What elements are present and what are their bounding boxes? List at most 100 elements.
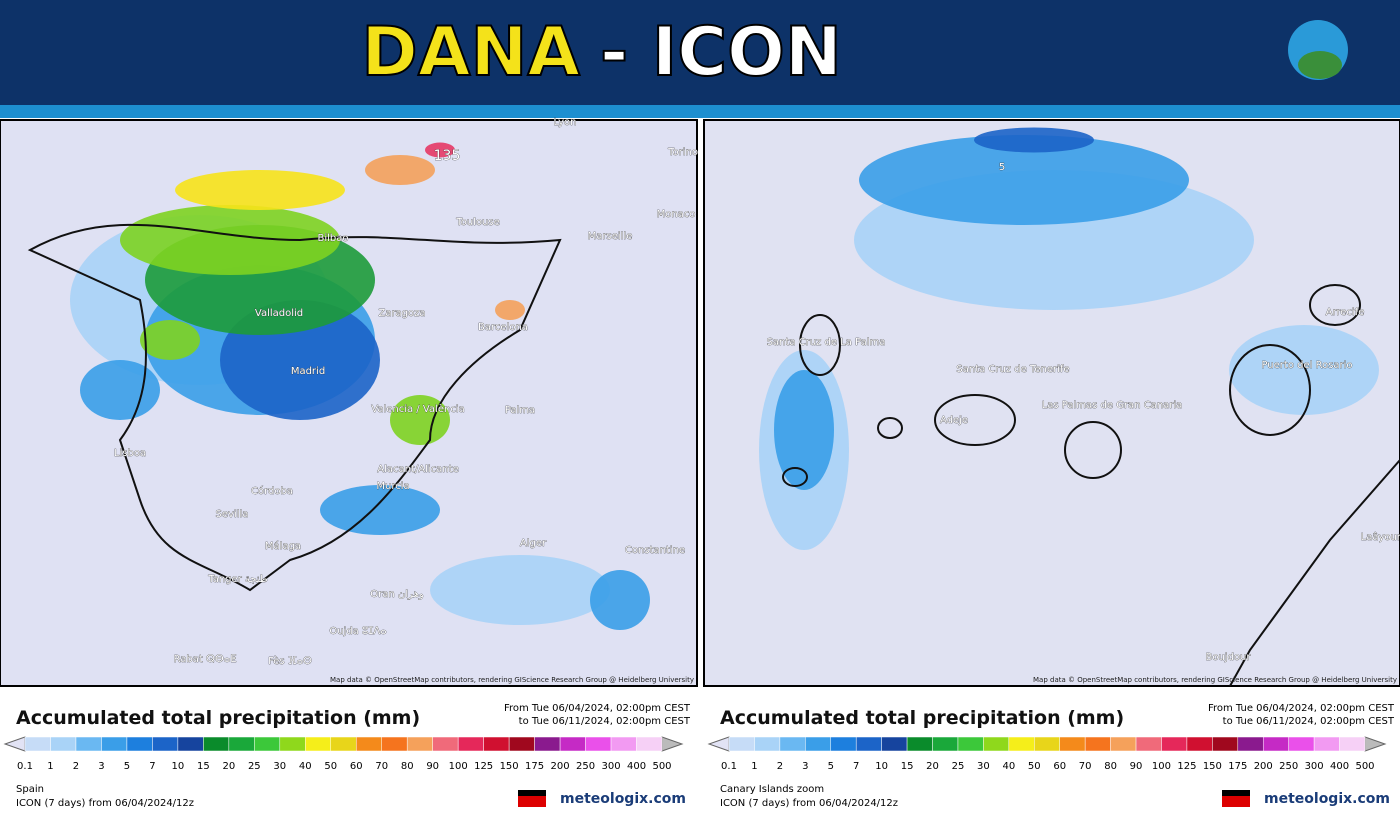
- colorbar-cell: [1313, 736, 1340, 752]
- precip-area: [495, 300, 525, 320]
- colorbar-cell: [585, 736, 612, 752]
- scale-label: 200: [551, 761, 570, 772]
- colorbar-cell: [754, 736, 781, 752]
- colorbar-cell: [1059, 736, 1086, 752]
- colorbar-cell: [457, 736, 484, 752]
- scale-label: 125: [474, 761, 493, 772]
- scale-label: 80: [1104, 761, 1117, 772]
- city-label: Sevilla: [216, 509, 249, 520]
- colorbar-cell: [254, 736, 281, 752]
- island-outline: [799, 314, 841, 376]
- scale-label: 15: [197, 761, 210, 772]
- city-label: Córdoba: [251, 485, 293, 497]
- colorbar-cell: [855, 736, 882, 752]
- scale-label: 100: [449, 761, 468, 772]
- scale-label: 200: [1254, 761, 1273, 772]
- colorbar-cell: [830, 736, 857, 752]
- map-panel: [703, 119, 1400, 687]
- scale-label: 40: [1002, 761, 1015, 772]
- scale-label: 90: [426, 761, 439, 772]
- scale-label: 2: [73, 761, 79, 772]
- scale-label: 400: [627, 761, 646, 772]
- city-label: 135: [434, 148, 461, 164]
- city-label: Palma: [505, 405, 535, 416]
- colorbar-cell: [355, 736, 382, 752]
- city-label: Zaragoza: [378, 308, 425, 319]
- scale-label: 0.1: [17, 761, 33, 772]
- brand: meteologix.com: [1264, 791, 1390, 807]
- scale-label: 70: [1079, 761, 1092, 772]
- colorbar-cell: [805, 736, 832, 752]
- scale-label: 150: [1203, 761, 1222, 772]
- map-panel: [0, 119, 698, 687]
- region: Spain: [16, 784, 44, 795]
- precip-area: [120, 205, 340, 275]
- colorbar-cell: [1135, 736, 1162, 752]
- city-label: Las Palmas de Gran Canaria: [1042, 400, 1183, 411]
- colorbar-cell: [1237, 736, 1264, 752]
- precip-area: [175, 170, 345, 210]
- scale-label: 15: [901, 761, 914, 772]
- title-rest: - ICON: [600, 13, 842, 92]
- scale-label: 1: [47, 761, 53, 772]
- date-from: From Tue 06/04/2024, 02:00pm CEST: [504, 703, 691, 714]
- island-outline: [877, 417, 903, 439]
- city-label: Málaga: [265, 540, 301, 552]
- city-label: Oujda ⵓⵊⴷⴰ: [329, 626, 386, 637]
- precip-area: [365, 155, 435, 185]
- flag: [518, 790, 546, 796]
- colorbar-cell: [779, 736, 806, 752]
- city-label: Valencia / València: [371, 403, 464, 415]
- coastline: [1229, 459, 1400, 687]
- map-border: [0, 119, 698, 687]
- city-label: Santa Cruz de Tenerife: [956, 364, 1069, 375]
- region: Canary Islands zoom: [720, 784, 824, 795]
- scale-label: 90: [1130, 761, 1143, 772]
- colorbar-cell: [406, 736, 433, 752]
- city-label: Madrid: [291, 366, 325, 377]
- colorbar-cell: [508, 736, 535, 752]
- island-outline: [782, 467, 808, 487]
- scale-label: 25: [248, 761, 261, 772]
- colorbar-cell: [279, 736, 306, 752]
- precip-area: [859, 135, 1189, 225]
- precip-area: [390, 395, 450, 445]
- scale-label: 300: [601, 761, 620, 772]
- colorbar-cell: [1288, 736, 1315, 752]
- island-outline: [934, 394, 1016, 446]
- colorbar-cell: [432, 736, 459, 752]
- scale-label: 10: [172, 761, 185, 772]
- city-label: Barcelona: [478, 322, 528, 333]
- header-strip: [0, 105, 1400, 118]
- colorbar-cell: [1161, 736, 1188, 752]
- colorbar-cell: [636, 736, 663, 752]
- scale-label: 500: [652, 761, 671, 772]
- colorbar-cell: [75, 736, 102, 752]
- city-label: Lyon: [553, 117, 576, 128]
- colorbar-cell: [177, 736, 204, 752]
- island-outline: [1229, 344, 1311, 436]
- island-outline: [1064, 421, 1122, 479]
- precip-area: [80, 360, 160, 420]
- scale-label: 50: [1028, 761, 1041, 772]
- colorbar-cell: [24, 736, 51, 752]
- city-label: Murcia: [376, 481, 409, 492]
- model-info: ICON (7 days) from 06/04/2024/12z: [16, 798, 194, 809]
- city-label: Puerto del Rosario: [1261, 360, 1352, 371]
- precip-area: [425, 142, 455, 158]
- precip-area: [140, 320, 200, 360]
- colorbar-arrow: [661, 736, 684, 752]
- colorbar-cell: [228, 736, 255, 752]
- city-label: Oran ﻭﻫﺮﺍﻥ: [370, 589, 424, 600]
- scale-label: 80: [401, 761, 414, 772]
- city-label: Toulouse: [455, 217, 499, 228]
- colorbar-cell: [483, 736, 510, 752]
- scale-label: 50: [324, 761, 337, 772]
- colorbar-arrow: [3, 736, 26, 752]
- scale-label: 60: [350, 761, 363, 772]
- scale-label: 70: [375, 761, 388, 772]
- colorbar-cell: [534, 736, 561, 752]
- logo: [1288, 20, 1348, 80]
- colorbar-cell: [203, 736, 230, 752]
